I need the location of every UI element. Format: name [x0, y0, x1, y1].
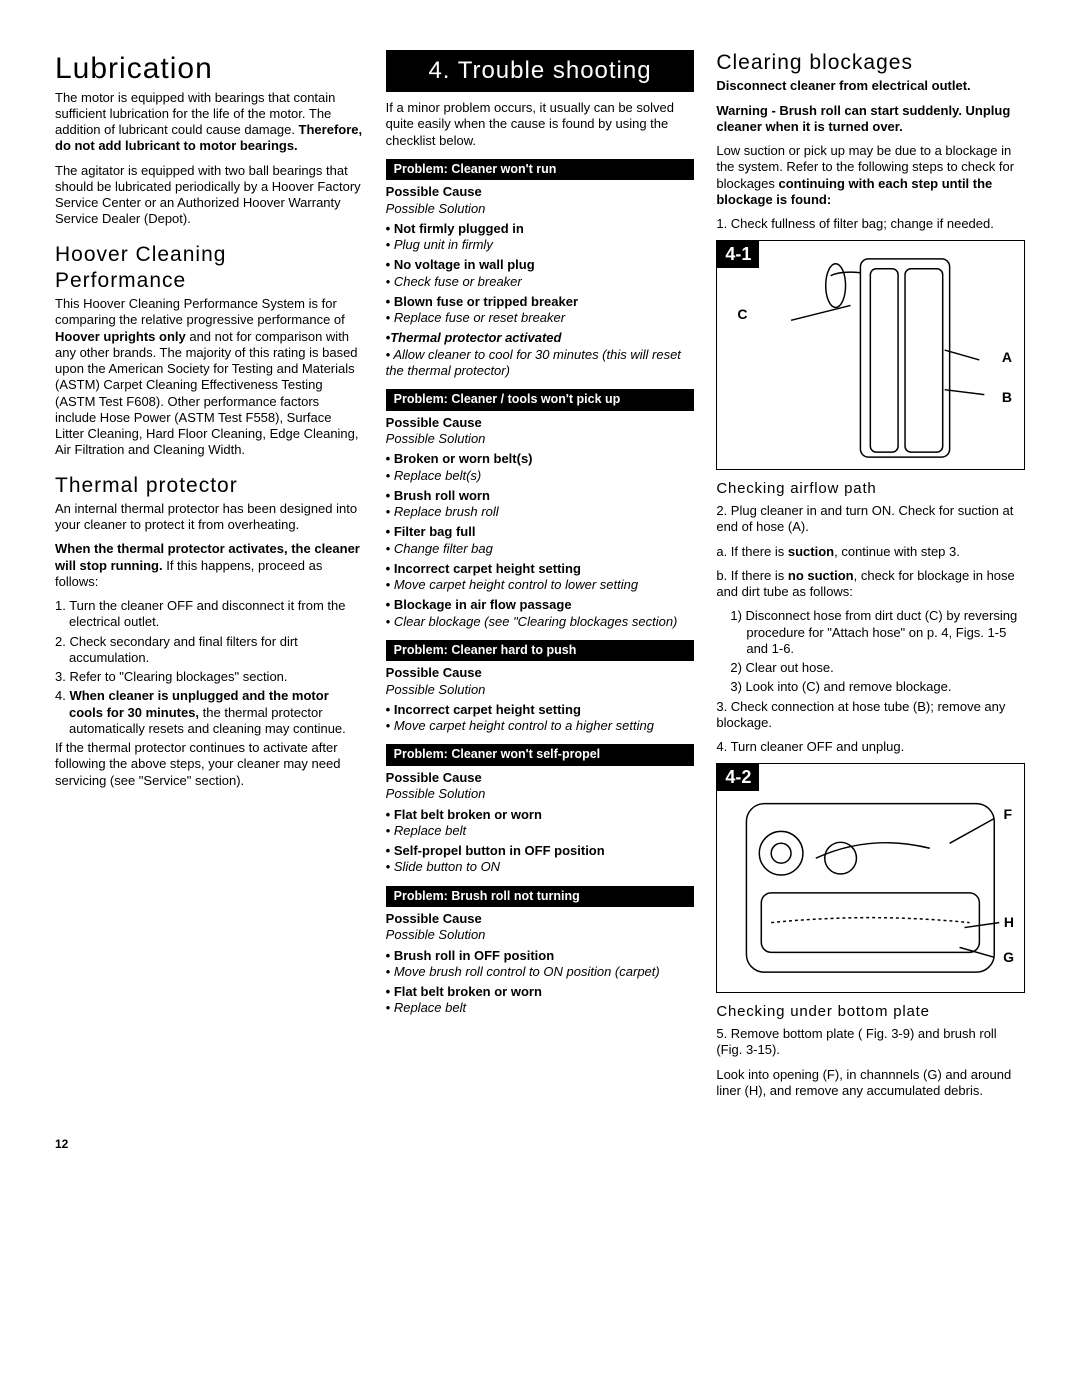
column-3: Clearing blockages Disconnect cleaner fr… — [716, 50, 1025, 1107]
sub: • Move carpet height control to a higher… — [386, 718, 695, 734]
problem-bar: Problem: Cleaner / tools won't pick up — [386, 389, 695, 411]
figure-4-1: 4-1 C A B — [716, 240, 1025, 470]
heading-hoover-cleaning: Hoover Cleaning Performance — [55, 242, 364, 295]
solution-label: Possible Solution — [386, 431, 695, 447]
bullet: • Incorrect carpet height setting — [386, 561, 695, 577]
substep: 2) Clear out hose. — [746, 660, 1025, 676]
problem-bar: Problem: Brush roll not turning — [386, 886, 695, 908]
para: This Hoover Cleaning Performance System … — [55, 296, 364, 459]
sub: • Check fuse or breaker — [386, 274, 695, 290]
step: 1. Turn the cleaner OFF and disconnect i… — [69, 598, 364, 631]
fig-letter-h: H — [1004, 914, 1014, 932]
bullet: • Brush roll in OFF position — [386, 948, 695, 964]
para: The motor is equipped with bearings that… — [55, 90, 364, 155]
substep: b. If there is no suction, check for blo… — [716, 568, 1025, 601]
fig-letter-a: A — [1002, 349, 1012, 367]
bullet: • Flat belt broken or worn — [386, 807, 695, 823]
step: 2. Plug cleaner in and turn ON. Check fo… — [716, 503, 1025, 536]
bullet: • Blockage in air flow passage — [386, 597, 695, 613]
cause-label: Possible Cause — [386, 665, 695, 681]
heading-thermal-protector: Thermal protector — [55, 473, 364, 499]
solution-label: Possible Solution — [386, 201, 695, 217]
para: Warning - Brush roll can start suddenly.… — [716, 103, 1025, 136]
solution-label: Possible Solution — [386, 786, 695, 802]
para: Look into opening (F), in channnels (G) … — [716, 1067, 1025, 1100]
cause-label: Possible Cause — [386, 415, 695, 431]
step: 3. Refer to "Clearing blockages" section… — [69, 669, 364, 685]
figure-4-2: 4-2 F H G — [716, 763, 1025, 993]
figure-label: 4-1 — [717, 241, 759, 268]
para: If the thermal protector continues to ac… — [55, 740, 364, 789]
column-2: 4. Trouble shooting If a minor problem o… — [386, 50, 695, 1107]
bullet-ital: •Thermal protector activated — [386, 330, 695, 346]
bullet: • Brush roll worn — [386, 488, 695, 504]
solution-label: Possible Solution — [386, 927, 695, 943]
column-1: Lubrication The motor is equipped with b… — [55, 50, 364, 1107]
diagram-4-1-svg — [717, 241, 1024, 469]
sub: • Move carpet height control to lower se… — [386, 577, 695, 593]
sub: • Change filter bag — [386, 541, 695, 557]
problem-bar: Problem: Cleaner won't self-propel — [386, 744, 695, 766]
heading-clearing-blockages: Clearing blockages — [716, 50, 1025, 76]
page-number: 12 — [55, 1137, 1025, 1152]
bullet: • Blown fuse or tripped breaker — [386, 294, 695, 310]
problem-bar: Problem: Cleaner hard to push — [386, 640, 695, 662]
step: 2. Check secondary and final filters for… — [69, 634, 364, 667]
fig-letter-c: C — [737, 306, 747, 324]
sub: • Plug unit in firmly — [386, 237, 695, 253]
fig-letter-b: B — [1002, 389, 1012, 407]
sub: • Allow cleaner to cool for 30 minutes (… — [386, 347, 695, 380]
solution-label: Possible Solution — [386, 682, 695, 698]
cause-label: Possible Cause — [386, 184, 695, 200]
substep: a. If there is suction, continue with st… — [716, 544, 1025, 560]
sub: • Replace belt(s) — [386, 468, 695, 484]
para: Low suction or pick up may be due to a b… — [716, 143, 1025, 208]
step: 1. Check fullness of filter bag; change … — [716, 216, 1025, 232]
heading-checking-bottom-plate: Checking under bottom plate — [716, 1003, 1025, 1022]
bullet: • Flat belt broken or worn — [386, 984, 695, 1000]
step: 4. Turn cleaner OFF and unplug. — [716, 739, 1025, 755]
figure-label: 4-2 — [717, 764, 759, 791]
para: An internal thermal protector has been d… — [55, 501, 364, 534]
substep: 3) Look into (C) and remove blockage. — [746, 679, 1025, 695]
diagram-4-2-svg — [717, 764, 1024, 992]
step: 4. When cleaner is unplugged and the mot… — [69, 688, 364, 737]
fig-letter-f: F — [1003, 806, 1012, 824]
para: When the thermal protector activates, th… — [55, 541, 364, 590]
heading-checking-airflow: Checking airflow path — [716, 480, 1025, 499]
substep: 1) Disconnect hose from dirt duct (C) by… — [746, 608, 1025, 657]
sub: • Replace belt — [386, 1000, 695, 1016]
bullet: • Filter bag full — [386, 524, 695, 540]
bullet: • Incorrect carpet height setting — [386, 702, 695, 718]
bullet: • Not firmly plugged in — [386, 221, 695, 237]
problem-bar: Problem: Cleaner won't run — [386, 159, 695, 181]
step: 3. Check connection at hose tube (B); re… — [716, 699, 1025, 732]
step: 5. Remove bottom plate ( Fig. 3-9) and b… — [716, 1026, 1025, 1059]
bullet: • Broken or worn belt(s) — [386, 451, 695, 467]
para: The agitator is equipped with two ball b… — [55, 163, 364, 228]
page-columns: Lubrication The motor is equipped with b… — [55, 50, 1025, 1107]
fig-letter-g: G — [1003, 949, 1014, 967]
bullet: • No voltage in wall plug — [386, 257, 695, 273]
sub: • Slide button to ON — [386, 859, 695, 875]
sub: • Move brush roll control to ON position… — [386, 964, 695, 980]
para: If a minor problem occurs, it usually ca… — [386, 100, 695, 149]
heading-lubrication: Lubrication — [55, 50, 364, 88]
banner-troubleshooting: 4. Trouble shooting — [386, 50, 695, 92]
sub: • Replace belt — [386, 823, 695, 839]
cause-label: Possible Cause — [386, 770, 695, 786]
para: Disconnect cleaner from electrical outle… — [716, 78, 1025, 94]
sub: • Clear blockage (see "Clearing blockage… — [386, 614, 695, 630]
bullet: • Self-propel button in OFF position — [386, 843, 695, 859]
sub: • Replace brush roll — [386, 504, 695, 520]
sub: • Replace fuse or reset breaker — [386, 310, 695, 326]
cause-label: Possible Cause — [386, 911, 695, 927]
